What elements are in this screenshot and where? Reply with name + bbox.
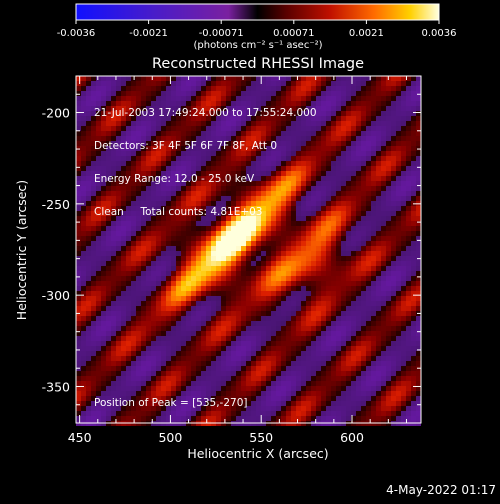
colorbar-units: (photons cm⁻² s⁻¹ asec⁻²) [193, 40, 322, 51]
colorbar-ticks: -0.0036 -0.0021 -0.00071 0.00071 0.0021 0.003… [57, 20, 457, 39]
colorbar-tick-label: -0.0021 [129, 28, 168, 39]
chart-title: Reconstructed RHESSI Image [152, 56, 364, 72]
annotation-detectors: Detectors: 3F 4F 5F 6F 7F 8F, Att 0 [94, 140, 278, 152]
annotation-counts: Clean Total counts: 4.81E+03 [94, 206, 263, 218]
x-tick-label: 550 [249, 430, 273, 445]
annotation-block: 21-Jul-2003 17:49:24.000 to 17:55:24.000… [94, 86, 317, 240]
y-tick-label: -200 [42, 106, 70, 121]
y-tick-label: -300 [42, 288, 70, 303]
y-axis-label: Heliocentric Y (arcsec) [14, 180, 29, 320]
x-tick-label: 450 [68, 430, 92, 445]
y-tick-label: -250 [42, 197, 70, 212]
annotation-energy-range: Energy Range: 12.0 - 25.0 keV [94, 173, 255, 185]
x-axis-label: Heliocentric X (arcsec) [187, 446, 328, 461]
colorbar-tick-label: -0.00071 [199, 28, 244, 39]
y-tick-label: -350 [42, 379, 70, 394]
colorbar-frame [75, 3, 440, 21]
timestamp: 4-May-2022 01:17 [386, 483, 496, 497]
colorbar-tick-label: 0.0036 [422, 28, 457, 39]
colorbar-tick-label: -0.0036 [57, 28, 96, 39]
colorbar [76, 4, 439, 20]
colorbar-tick-label: 0.0021 [349, 28, 384, 39]
annotation-time-range: 21-Jul-2003 17:49:24.000 to 17:55:24.000 [94, 107, 317, 119]
colorbar-tick-label: 0.00071 [273, 28, 314, 39]
peak-position-label: Position of Peak = [535,-270] [94, 397, 248, 409]
axis-ticks: 450 500 550 600 -200 -250 -300 -350 [42, 76, 421, 445]
x-tick-label: 600 [340, 430, 364, 445]
plot-frame [75, 75, 422, 424]
heatmap-image [76, 76, 421, 426]
x-tick-label: 500 [158, 430, 182, 445]
